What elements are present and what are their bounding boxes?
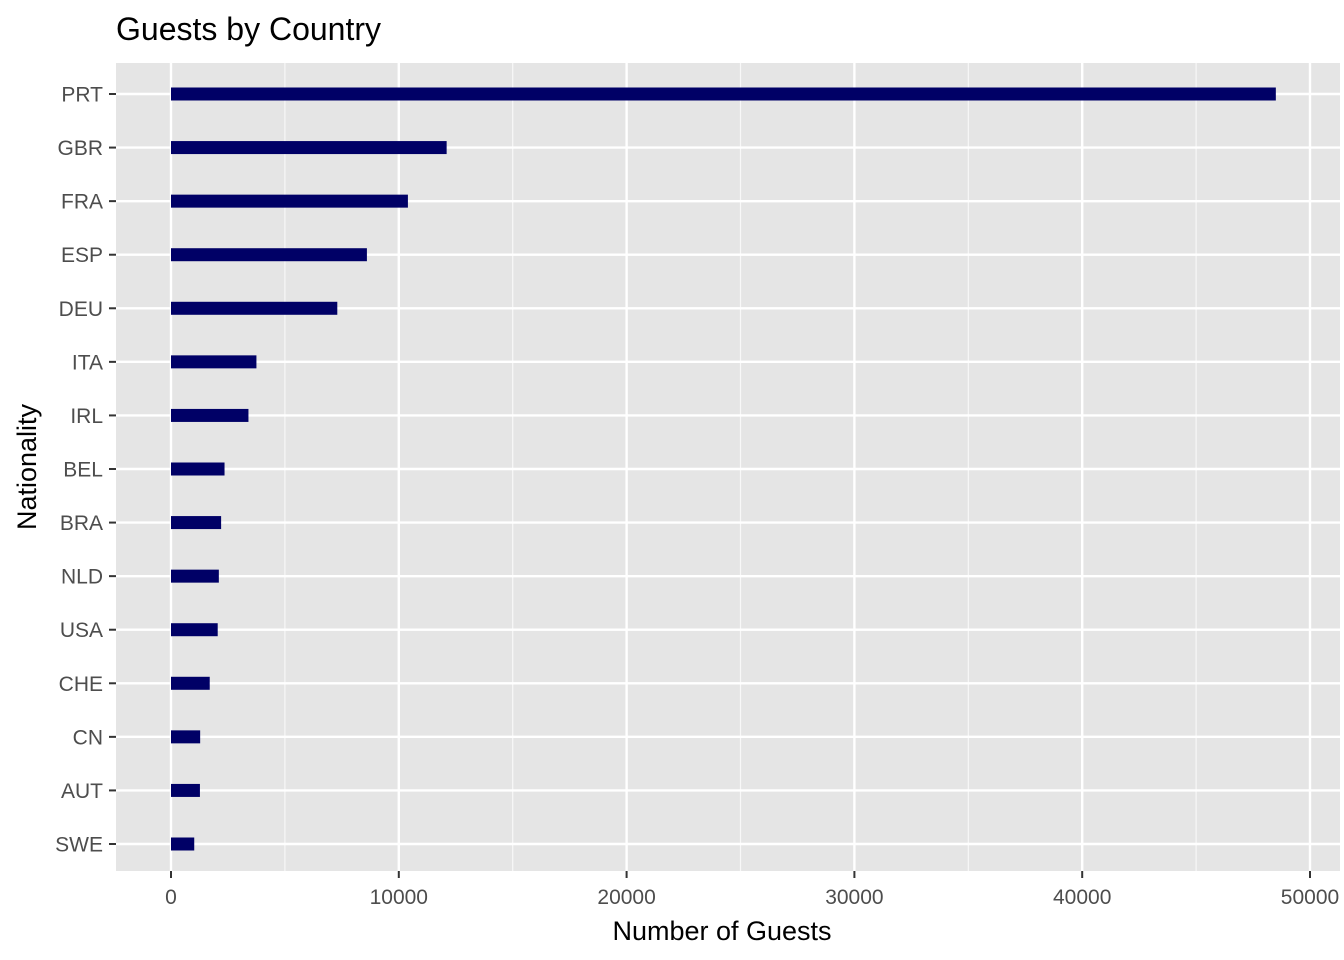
y-tick-label: BEL (63, 459, 103, 482)
y-tick-label: BRA (60, 512, 103, 535)
bar-aut (171, 783, 200, 797)
bar-irl (171, 408, 249, 422)
x-tick-label: 40000 (1053, 886, 1111, 909)
y-tick-label: AUT (61, 780, 103, 803)
y-tick-label: SWE (55, 834, 103, 857)
y-tick-label: IRL (70, 405, 103, 428)
bars (171, 87, 1276, 851)
x-axis-ticks: 0 10000 20000 30000 40000 50000 (165, 871, 1339, 909)
bar-bra (171, 516, 222, 530)
bar-gbr (171, 141, 447, 155)
y-axis-title: Nationality (12, 403, 42, 530)
x-tick-label: 0 (165, 886, 177, 909)
y-tick-label: FRA (61, 191, 103, 214)
x-tick-label: 30000 (825, 886, 883, 909)
bar-deu (171, 301, 338, 315)
x-tick-label: 20000 (597, 886, 655, 909)
bar-swe (171, 837, 195, 851)
bar-fra (171, 194, 408, 208)
bar-cn (171, 730, 201, 744)
y-tick-label: CHE (59, 673, 103, 696)
y-tick-label: CN (73, 726, 103, 749)
y-tick-label: NLD (61, 566, 103, 589)
x-tick-label: 50000 (1281, 886, 1339, 909)
bar-prt (171, 87, 1276, 101)
x-axis-title: Number of Guests (612, 916, 831, 946)
x-tick-label: 10000 (370, 886, 428, 909)
y-axis-ticks: PRT GBR FRA ESP DEU ITA IRL BEL BRA NLD USA CHE CN AU… (55, 84, 116, 857)
bar-ita (171, 355, 257, 369)
bar-nld (171, 569, 219, 583)
plot-panel (116, 63, 1340, 871)
y-tick-label: DEU (59, 298, 103, 321)
y-tick-label: USA (60, 619, 103, 642)
bar-bel (171, 462, 225, 476)
y-tick-label: GBR (57, 137, 103, 160)
chart-title: Guests by Country (116, 11, 381, 47)
bar-che (171, 676, 210, 690)
y-tick-label: ESP (61, 244, 103, 267)
bar-usa (171, 623, 218, 637)
y-tick-label: PRT (61, 84, 103, 107)
bar-esp (171, 248, 367, 262)
y-tick-label: ITA (72, 351, 103, 374)
